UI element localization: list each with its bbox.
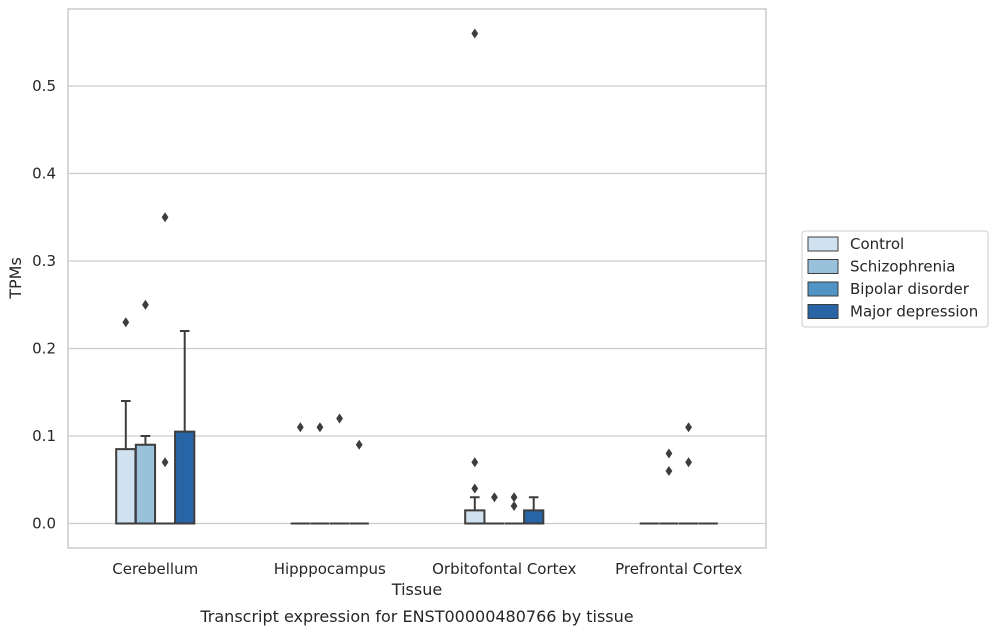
outlier-point: [336, 413, 343, 424]
y-tick-label: 0.0: [32, 515, 56, 533]
legend-items: Control Schizophrenia Bipolar disorder Majo…: [807, 235, 978, 321]
box-bipolar-disorder: [155, 212, 175, 525]
box-iqr: [174, 430, 196, 525]
outlier-point: [510, 492, 518, 503]
y-axis-ticks: 0.0 0.1 0.2 0.3 0.4 0.5: [32, 77, 56, 533]
box-schizophrenia: [484, 492, 505, 525]
legend-frame: [801, 230, 989, 328]
outlier-point: [316, 422, 324, 433]
outlier-point: [142, 299, 149, 310]
outlier-point: [685, 422, 692, 433]
box-iqr: [115, 448, 137, 525]
legend-label: Major depression: [850, 303, 978, 321]
legend-label: Control: [850, 235, 904, 253]
legend-swatch: [807, 259, 839, 274]
outlier-point: [510, 501, 518, 511]
box-iqr: [464, 509, 486, 525]
outlier-point: [491, 492, 498, 503]
box-major-depression: [349, 439, 369, 525]
box-schizophrenia: [134, 299, 157, 525]
y-tick-label: 0.2: [32, 340, 56, 358]
x-axis-title: Tissue: [391, 580, 442, 599]
box-control: [290, 422, 310, 525]
box-control: [464, 28, 486, 525]
box-major-depression: [174, 330, 196, 525]
box-schizophrenia: [659, 448, 679, 525]
legend-label: Bipolar disorder: [850, 280, 970, 298]
box-iqr: [523, 509, 545, 525]
box-major-depression: [523, 496, 545, 525]
box-bipolar-disorder: [678, 422, 699, 525]
outlier-point: [161, 457, 169, 468]
outlier-point: [665, 448, 673, 459]
boxes: [115, 28, 718, 525]
legend-swatch: [807, 304, 839, 319]
box-bipolar-disorder: [329, 413, 350, 525]
outlier-point: [296, 422, 304, 433]
y-axis-title: TPMs: [6, 257, 25, 300]
x-tick-label: Cerebellum: [112, 560, 198, 578]
outlier-point: [665, 466, 673, 476]
outlier-point: [685, 457, 692, 468]
x-tick-label: Orbitofontal Cortex: [432, 560, 576, 578]
outlier-point: [471, 483, 479, 494]
x-axis-ticks: Cerebellum Hipppocampus Orbitofontal Corte…: [112, 560, 742, 578]
box-iqr: [134, 443, 157, 525]
y-tick-label: 0.3: [32, 252, 56, 270]
outlier-point: [471, 457, 479, 468]
outlier-point: [161, 212, 169, 223]
gridlines: [68, 85, 766, 525]
legend: Control Schizophrenia Bipolar disorder Majo…: [801, 230, 989, 328]
outlier-point: [471, 28, 479, 39]
y-tick-label: 0.4: [32, 165, 56, 183]
x-tick-label: Prefrontal Cortex: [615, 560, 742, 578]
legend-swatch: [807, 281, 839, 297]
box-bipolar-disorder: [504, 492, 524, 525]
y-tick-label: 0.5: [32, 77, 56, 95]
legend-label: Schizophrenia: [850, 258, 955, 276]
chart-caption: Transcript expression for ENST0000048076…: [199, 607, 633, 626]
box-schizophrenia: [310, 422, 330, 525]
legend-swatch: [807, 236, 839, 252]
outlier-point: [122, 317, 130, 328]
plot-frame: [67, 8, 767, 549]
outlier-point: [355, 439, 363, 450]
y-tick-label: 0.1: [32, 427, 56, 445]
x-tick-label: Hipppocampus: [274, 560, 386, 578]
